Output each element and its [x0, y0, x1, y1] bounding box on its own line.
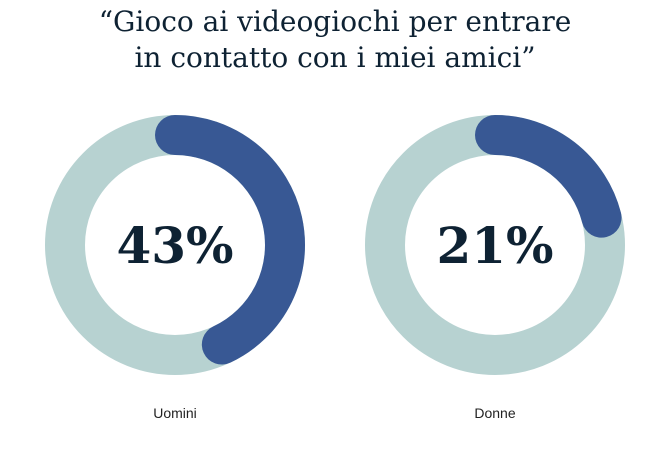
category-label: Donne: [474, 405, 515, 421]
chart-title: “Gioco ai videogiochi per entrare in con…: [0, 4, 670, 76]
value-label: 43%: [116, 216, 233, 275]
donut-arc: [155, 115, 305, 365]
title-line-2: in contatto con i miei amici”: [134, 41, 536, 74]
donut-donne: 21% Donne: [365, 115, 625, 421]
donut-arc: [475, 115, 622, 238]
donut-uomini: 43% Uomini: [45, 115, 305, 421]
category-label: Uomini: [153, 405, 197, 421]
title-line-1: “Gioco ai videogiochi per entrare: [98, 5, 572, 38]
value-label: 21%: [436, 216, 553, 275]
